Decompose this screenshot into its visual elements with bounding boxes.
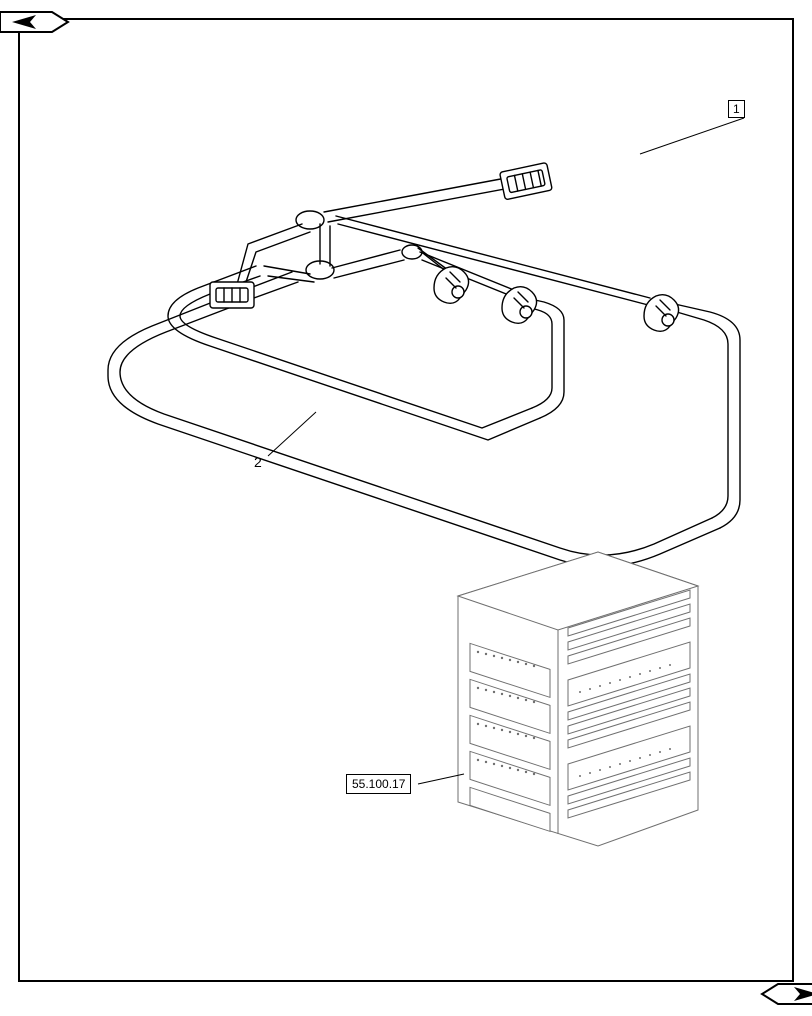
connector-elbow-3 bbox=[644, 295, 679, 332]
diagram-canvas bbox=[20, 20, 796, 984]
callout-1: 1 bbox=[728, 100, 745, 118]
control-module bbox=[458, 552, 698, 846]
callout-2: 2 bbox=[254, 454, 262, 470]
connector-elbow-1 bbox=[434, 267, 469, 304]
callout-ref-55-100-17: 55.100.17 bbox=[346, 774, 411, 794]
wire-harness bbox=[108, 162, 740, 566]
diagram-frame: 1 2 55.100.17 bbox=[18, 18, 794, 982]
connector-rect-top bbox=[500, 162, 553, 199]
connector-elbow-2 bbox=[502, 287, 537, 324]
page-root: 1 2 55.100.17 bbox=[0, 0, 812, 1000]
connector-rect-left bbox=[210, 282, 254, 308]
